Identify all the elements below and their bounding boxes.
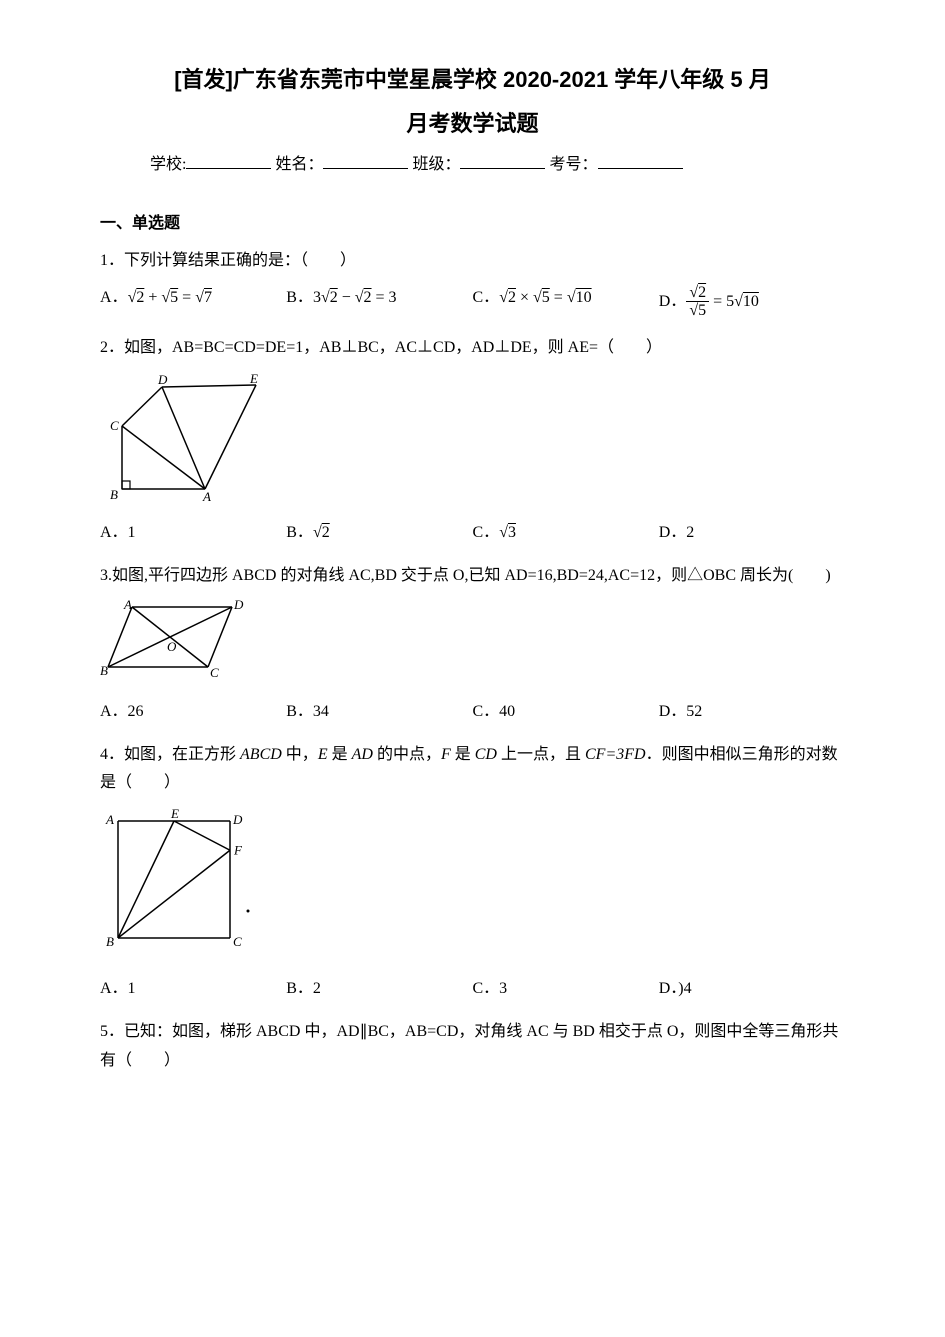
q2-options: A．1 B．√2 C．√3 D．2 xyxy=(100,519,845,548)
q1-c-label: C． xyxy=(473,289,500,306)
q3-opt-a: A．26 xyxy=(100,698,286,727)
label-id: 考号： xyxy=(549,156,597,173)
q3-opt-b: B．34 xyxy=(286,698,472,727)
blank-name[interactable] xyxy=(323,153,408,169)
svg-text:A: A xyxy=(105,812,114,827)
q3-stem: 3.如图,平行四边形 ABCD 的对角线 AC,BD 交于点 O,已知 AD=1… xyxy=(100,562,845,591)
q2-opt-a: A．1 xyxy=(100,519,286,548)
q1-c-eq: = xyxy=(550,289,567,306)
q4-figure: A D B C E F xyxy=(100,806,845,967)
blank-school[interactable] xyxy=(186,153,271,169)
q1-b-label: B． xyxy=(286,289,313,306)
q5-stem: 5．已知：如图，梯形 ABCD 中，AD∥BC，AB=CD，对角线 AC 与 B… xyxy=(100,1018,845,1076)
q4-ad: AD xyxy=(352,746,373,763)
q4-cf: CF xyxy=(585,746,605,763)
title-line-1: [首发]广东省东莞市中堂星晨学校 2020-2021 学年八年级 5 月 xyxy=(100,60,845,100)
q1-d-rhs: 10 xyxy=(743,292,759,309)
q1-b-r1: 2 xyxy=(330,289,338,306)
q1-options: A．√2 + √5 = √7 B．3√2 − √2 = 3 C．√2 × √5 … xyxy=(100,284,845,320)
q2-opt-b: B．√2 xyxy=(286,519,472,548)
q3-figure: A D B C O xyxy=(100,599,845,690)
q4-b: 中， xyxy=(282,746,318,763)
q1-d-den: 5 xyxy=(698,302,706,319)
svg-text:E: E xyxy=(170,806,179,821)
q3-opt-c: C．40 xyxy=(473,698,659,727)
q1-a-plus: + xyxy=(144,289,161,306)
svg-text:A: A xyxy=(123,599,132,612)
q4-e2: 是 xyxy=(451,746,475,763)
label-class: 班级： xyxy=(412,156,460,173)
q4-c: 是 xyxy=(328,746,352,763)
svg-text:A: A xyxy=(202,489,211,501)
label-school: 学校: xyxy=(150,156,186,173)
q4-opt-d: D．)4 xyxy=(659,975,845,1004)
q4-cd: CD xyxy=(475,746,497,763)
q1-b-eq: = 3 xyxy=(372,289,397,306)
q1-a-r2: 5 xyxy=(170,289,178,306)
blank-id[interactable] xyxy=(598,153,683,169)
q1-opt-c: C．√2 × √5 = √10 xyxy=(473,284,659,320)
q2-figure: A B C D E xyxy=(100,371,845,512)
q4-abcd: ABCD xyxy=(240,746,282,763)
q2-opt-d: D．2 xyxy=(659,519,845,548)
q1-a-eq: = xyxy=(178,289,195,306)
q1-stem: 1．下列计算结果正确的是：（ ） xyxy=(100,247,845,276)
q4-options: A．1 B．2 C．3 D．)4 xyxy=(100,975,845,1004)
q3-options: A．26 B．34 C．40 D．52 xyxy=(100,698,845,727)
q1-opt-a: A．√2 + √5 = √7 xyxy=(100,284,286,320)
q2-b-label: B． xyxy=(286,524,313,541)
q1-a-label: A． xyxy=(100,289,128,306)
q1-c-r1: 2 xyxy=(508,289,516,306)
label-name: 姓名： xyxy=(275,156,323,173)
section-heading: 一、单选题 xyxy=(100,210,845,239)
svg-text:F: F xyxy=(233,842,243,857)
q1-b-pre: 3 xyxy=(313,289,321,306)
q2-c-label: C． xyxy=(473,524,500,541)
q1-b-minus: − xyxy=(338,289,355,306)
q4-fd: FD xyxy=(624,746,645,763)
q1-c-rhs: 10 xyxy=(576,289,592,306)
q4-stem: 4．如图，在正方形 ABCD 中，E 是 AD 的中点，F 是 CD 上一点，且… xyxy=(100,741,845,799)
svg-text:O: O xyxy=(167,639,177,654)
q4-opt-b: B．2 xyxy=(286,975,472,1004)
q4-eq: =3 xyxy=(605,746,624,763)
svg-text:D: D xyxy=(232,812,243,827)
q1-d-num: 2 xyxy=(698,284,706,301)
q4-d: 的中点， xyxy=(373,746,441,763)
q4-f: F xyxy=(441,746,451,763)
q1-opt-d: D．√2√5 = 5√10 xyxy=(659,284,845,320)
q1-d-eq: = 5 xyxy=(709,292,734,309)
svg-text:C: C xyxy=(110,418,119,433)
q2-stem: 2．如图，AB=BC=CD=DE=1，AB⊥BC，AC⊥CD，AD⊥DE，则 A… xyxy=(100,334,845,363)
q1-opt-b: B．3√2 − √2 = 3 xyxy=(286,284,472,320)
svg-text:C: C xyxy=(210,665,219,679)
q2-c-r: 3 xyxy=(508,524,516,541)
q3-opt-d: D．52 xyxy=(659,698,845,727)
q1-a-rhs: 7 xyxy=(204,289,212,306)
svg-text:B: B xyxy=(110,487,118,501)
title-line-2: 月考数学试题 xyxy=(100,104,845,144)
svg-text:D: D xyxy=(233,599,244,612)
svg-text:B: B xyxy=(100,663,108,678)
q4-opt-a: A．1 xyxy=(100,975,286,1004)
q1-c-r2: 5 xyxy=(542,289,550,306)
q2-b-r: 2 xyxy=(322,524,330,541)
q1-d-label: D． xyxy=(659,292,687,309)
q2-opt-c: C．√3 xyxy=(473,519,659,548)
svg-text:E: E xyxy=(249,371,258,386)
q1-c-times: × xyxy=(516,289,533,306)
q4-a: 4．如图，在正方形 xyxy=(100,746,240,763)
q4-e: E xyxy=(318,746,328,763)
svg-text:B: B xyxy=(106,934,114,949)
q1-b-r2: 2 xyxy=(364,289,372,306)
svg-text:C: C xyxy=(233,934,242,949)
blank-class[interactable] xyxy=(460,153,545,169)
info-line: 学校: 姓名： 班级： 考号： xyxy=(100,151,845,180)
q4-opt-c: C．3 xyxy=(473,975,659,1004)
q4-f2: 上一点，且 xyxy=(497,746,585,763)
svg-text:D: D xyxy=(157,372,168,387)
